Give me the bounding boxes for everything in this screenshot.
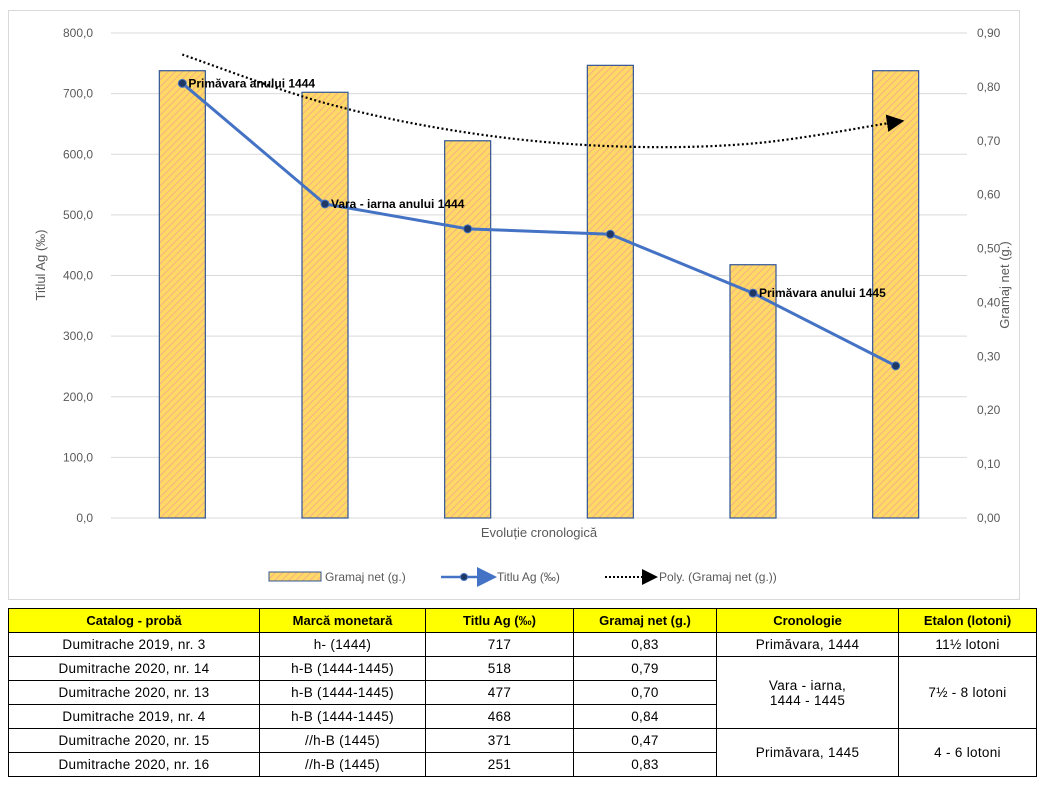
- cell-cronologie: Primăvara, 1445: [716, 728, 899, 777]
- y-tick-label: 200,0: [63, 390, 93, 404]
- cell-titlu: 251: [425, 752, 574, 777]
- cell-marca: h-B (1444-1445): [259, 680, 426, 705]
- y2-tick-label: 0,20: [977, 403, 1001, 417]
- cell-etalon: 7½ - 8 lotoni: [898, 656, 1037, 729]
- y-tick-label: 0,0: [76, 511, 93, 525]
- line-point: [748, 288, 758, 298]
- legend-trend-label: Poly. (Gramaj net (g.)): [659, 570, 777, 584]
- cell-marca: //h-B (1445): [259, 752, 426, 777]
- line-point: [605, 229, 615, 239]
- cell-etalon: 4 - 6 lotoni: [898, 728, 1037, 777]
- y2-tick-label: 0,30: [977, 349, 1001, 363]
- y-tick-label: 800,0: [63, 26, 93, 40]
- table-row: Dumitrache 2020, nr. 15 //h-B (1445) 371…: [8, 728, 1037, 777]
- cell-catalog: Dumitrache 2019, nr. 4: [8, 704, 260, 729]
- y2-tick-label: 0,90: [977, 26, 1001, 40]
- cell-gramaj: 0,47: [573, 728, 717, 753]
- cell-titlu: 717: [425, 632, 574, 657]
- cell-titlu: 371: [425, 728, 574, 753]
- point-label: Primăvara anului 1445: [759, 286, 886, 300]
- cell-cronologie: Primăvara, 1444: [716, 632, 899, 657]
- table-row: Dumitrache 2019, nr. 4 h-B (1444-1445) 4…: [8, 704, 1037, 729]
- y-tick-label: 300,0: [63, 329, 93, 343]
- point-label: Vara - iarna anului 1444: [331, 197, 465, 211]
- y2-tick-label: 0,40: [977, 295, 1001, 309]
- combo-chart: Primăvara anului 1444 Vara - iarna anului…: [33, 26, 1012, 587]
- header-catalog: Catalog - probă: [8, 608, 260, 633]
- header-titlu: Titlu Ag (‰): [425, 608, 574, 633]
- bar: [729, 264, 777, 519]
- header-etalon: Etalon (lotoni): [898, 608, 1037, 633]
- cell-marca: h-B (1444-1445): [259, 656, 426, 681]
- cell-catalog: Dumitrache 2020, nr. 16: [8, 752, 260, 777]
- cell-gramaj: 0,79: [573, 656, 717, 681]
- line-point: [320, 199, 330, 209]
- legend-bar-swatch: [268, 571, 322, 582]
- y2-tick-label: 0,60: [977, 188, 1001, 202]
- cell-gramaj: 0,83: [573, 752, 717, 777]
- header-cronologie: Cronologie: [716, 608, 899, 633]
- y-tick-label: 400,0: [63, 269, 93, 283]
- cronologie-line: Vara - iarna,: [768, 677, 847, 693]
- cronologie-line: 1444 - 1445: [769, 692, 846, 708]
- bar: [444, 140, 492, 519]
- table-row: Dumitrache 2020, nr. 16 //h-B (1445) 251…: [8, 752, 1037, 777]
- titlu-line: [181, 82, 897, 368]
- y2-axis-title: Gramaj net (g.): [997, 241, 1012, 328]
- y2-tick-label: 0,70: [977, 134, 1001, 148]
- cell-gramaj: 0,70: [573, 680, 717, 705]
- y2-tick-label: 0,50: [977, 242, 1001, 256]
- gridlines: [111, 32, 967, 519]
- cell-etalon: 11½ lotoni: [898, 632, 1037, 657]
- cell-marca: //h-B (1445): [259, 728, 426, 753]
- y-tick-label: 600,0: [63, 147, 93, 161]
- legend-line-label: Titlu Ag (‰): [497, 570, 560, 584]
- cell-marca: h-B (1444-1445): [259, 704, 426, 729]
- table-row: Dumitrache 2020, nr. 13 h-B (1444-1445) …: [8, 680, 1037, 705]
- cell-catalog: Dumitrache 2020, nr. 14: [8, 656, 260, 681]
- table-row: Dumitrache 2020, nr. 14 h-B (1444-1445) …: [8, 656, 1037, 729]
- chart-area: Primăvara anului 1444 Vara - iarna anului…: [8, 10, 1020, 600]
- cell-gramaj: 0,84: [573, 704, 717, 729]
- line-point: [891, 361, 901, 371]
- x-axis-title: Evoluție cronologică: [481, 525, 598, 540]
- cell-cronologie: Vara - iarna, 1444 - 1445: [716, 656, 899, 729]
- line-series: [177, 78, 901, 371]
- y-tick-label: 500,0: [63, 208, 93, 222]
- legend-bar-label: Gramaj net (g.): [325, 570, 406, 584]
- bar: [158, 70, 206, 519]
- y2-tick-label: 0,10: [977, 457, 1001, 471]
- trendline: [181, 53, 905, 149]
- cell-catalog: Dumitrache 2019, nr. 3: [8, 632, 260, 657]
- point-label: Primăvara anului 1444: [188, 76, 315, 90]
- y-tick-label: 100,0: [63, 450, 93, 464]
- bar: [872, 70, 920, 519]
- legend: Gramaj net (g.) Titlu Ag (‰) Poly. (Gram…: [268, 567, 777, 587]
- cell-titlu: 477: [425, 680, 574, 705]
- cell-titlu: 518: [425, 656, 574, 681]
- cell-catalog: Dumitrache 2020, nr. 15: [8, 728, 260, 753]
- header-gramaj: Gramaj net (g.): [573, 608, 717, 633]
- y2-tick-label: 0,80: [977, 80, 1001, 94]
- bar: [301, 91, 349, 519]
- line-point: [463, 224, 473, 234]
- point-labels: Primăvara anului 1444 Vara - iarna anului…: [188, 76, 886, 300]
- trendline-series: [181, 53, 905, 149]
- table-header-row: Catalog - probă Marcă monetară Titlu Ag …: [8, 608, 1037, 633]
- axis-ticks: 0,0 100,0 200,0 300,0 400,0 500,0 600,0 700,0 80…: [63, 26, 1001, 525]
- cell-titlu: 468: [425, 704, 574, 729]
- bar-series: [158, 64, 920, 519]
- legend-line-marker: [460, 573, 468, 581]
- y2-tick-label: 0,00: [977, 511, 1001, 525]
- y-axis-title: Titlul Ag (‰): [33, 229, 48, 300]
- cell-marca: h- (1444): [259, 632, 426, 657]
- bar: [586, 64, 634, 519]
- cell-catalog: Dumitrache 2020, nr. 13: [8, 680, 260, 705]
- y-tick-label: 700,0: [63, 87, 93, 101]
- header-marca: Marcă monetară: [259, 608, 426, 633]
- table-row: Dumitrache 2019, nr. 3 h- (1444) 717 0,8…: [8, 632, 1037, 657]
- cell-gramaj: 0,83: [573, 632, 717, 657]
- data-table: Catalog - probă Marcă monetară Titlu Ag …: [8, 608, 1037, 777]
- line-point: [177, 78, 187, 88]
